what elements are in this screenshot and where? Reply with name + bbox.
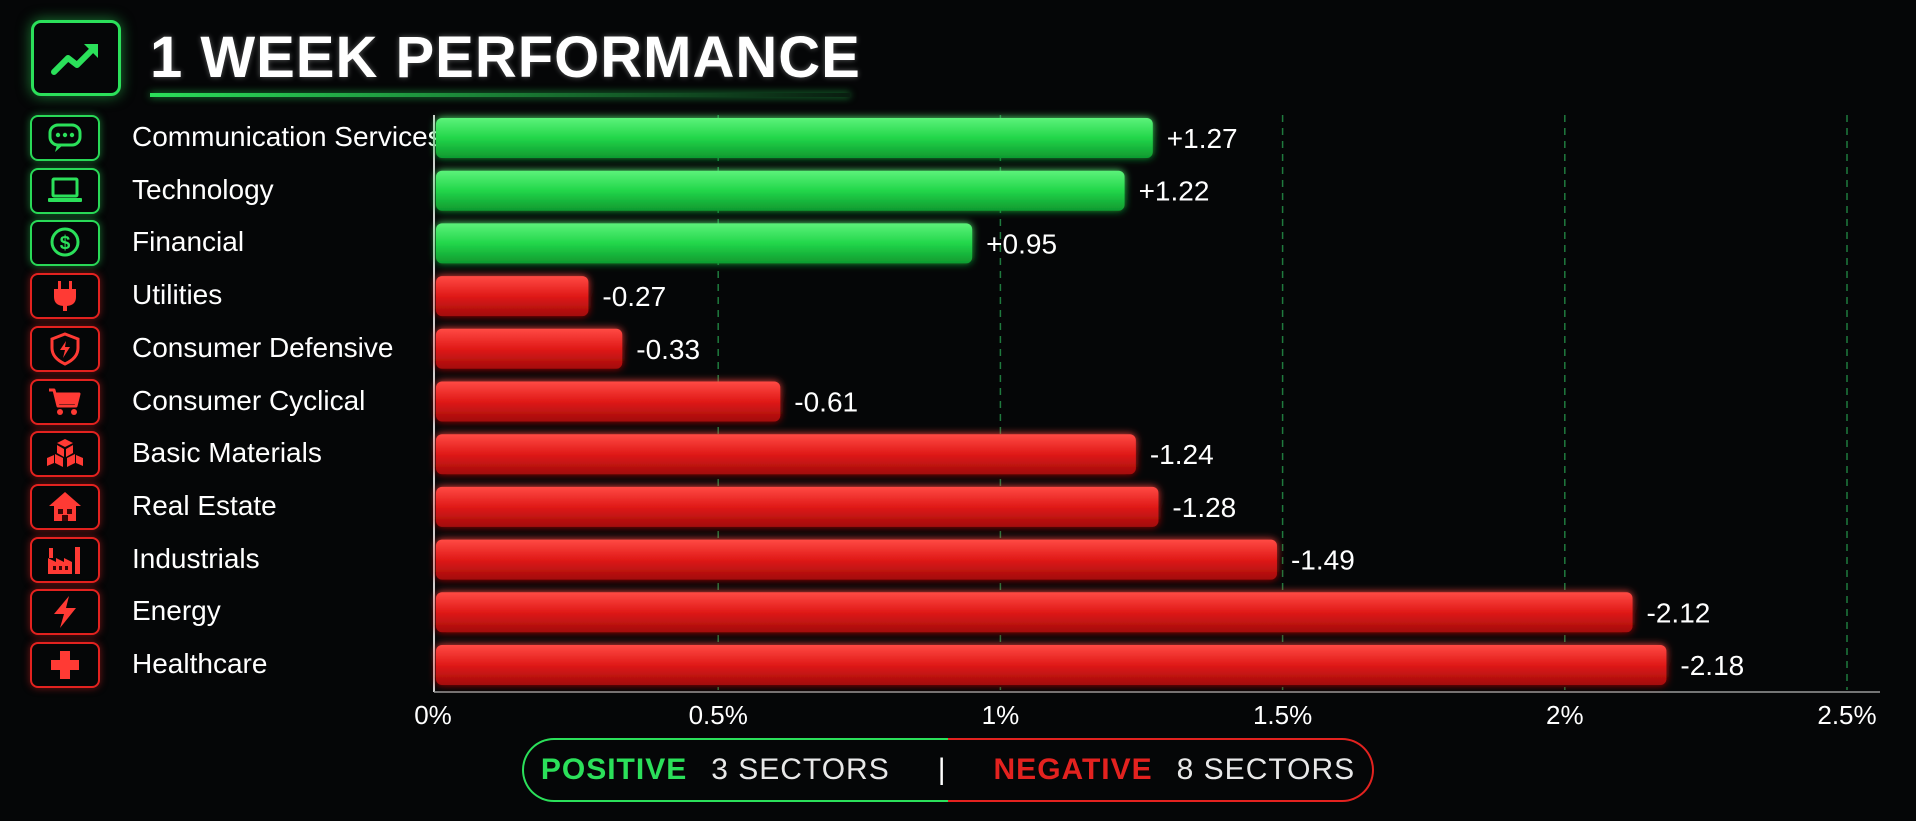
x-tick-label: 2% bbox=[1546, 700, 1584, 730]
lightning-icon bbox=[54, 596, 76, 629]
legend-positive-count: 3 SECTORS bbox=[711, 753, 890, 786]
shield-icon-box bbox=[30, 325, 100, 372]
bar bbox=[436, 592, 1633, 633]
bar bbox=[436, 276, 589, 317]
shopping-cart-icon bbox=[49, 388, 81, 415]
data-label: -0.27 bbox=[602, 281, 666, 312]
chat-bubble-icon bbox=[48, 123, 82, 152]
title-underline bbox=[150, 93, 850, 97]
bar bbox=[436, 118, 1153, 158]
category-label: Industrials bbox=[132, 542, 260, 574]
boxes-icon-box bbox=[30, 431, 100, 478]
legend-positive-label: POSITIVE bbox=[540, 753, 688, 786]
category-label: Energy bbox=[132, 595, 221, 627]
bar bbox=[436, 170, 1125, 211]
power-plug-icon bbox=[54, 281, 76, 312]
bar bbox=[436, 645, 1667, 685]
data-label: -1.24 bbox=[1150, 439, 1214, 470]
shield-icon bbox=[50, 332, 80, 366]
house-icon-box bbox=[30, 483, 100, 530]
factory-icon bbox=[48, 546, 80, 574]
medical-cross-icon bbox=[51, 651, 79, 679]
house-icon bbox=[49, 491, 81, 521]
bar-chart: 0% 0.5% 1% 1.5% 2% 2.5% +1.27 +1.22 +0.95 -0.27 -0… bbox=[414, 115, 1880, 730]
category-label: Consumer Cyclical bbox=[132, 384, 366, 416]
dollar-coin-icon-box: $ bbox=[30, 220, 100, 267]
bar bbox=[436, 381, 781, 422]
legend: POSITIVE 3 SECTORS | NEGATIVE 8 SECTORS bbox=[522, 738, 1374, 802]
category-label: Technology bbox=[132, 173, 274, 205]
legend-separator: | bbox=[937, 753, 946, 786]
power-plug-icon-box bbox=[30, 273, 100, 320]
trending-up-icon bbox=[51, 44, 98, 75]
x-tick-label: 1.5% bbox=[1253, 700, 1312, 730]
boxes-icon bbox=[47, 439, 83, 468]
factory-icon-box bbox=[30, 536, 100, 583]
chat-bubble-icon-box bbox=[30, 115, 100, 161]
medical-cross-icon-box bbox=[30, 642, 100, 688]
bar bbox=[436, 223, 973, 264]
legend-negative-count: 8 SECTORS bbox=[1176, 753, 1356, 786]
data-label: -2.18 bbox=[1680, 650, 1744, 681]
x-tick-label: 2.5% bbox=[1817, 700, 1876, 730]
data-label: +0.95 bbox=[986, 228, 1057, 259]
page-title: 1 WEEK PERFORMANCE bbox=[150, 25, 861, 90]
shopping-cart-icon-box bbox=[30, 378, 100, 425]
category-label: Communication Services bbox=[132, 121, 442, 152]
data-label: -0.33 bbox=[636, 334, 700, 365]
category-label: Utilities bbox=[132, 279, 223, 311]
category-label: Consumer Defensive bbox=[132, 331, 394, 363]
x-tick-label: 0% bbox=[414, 700, 452, 730]
bar bbox=[436, 328, 623, 369]
data-label: -1.28 bbox=[1172, 492, 1236, 523]
lightning-icon-box bbox=[30, 589, 100, 636]
category-label: Real Estate bbox=[132, 489, 277, 521]
data-label: +1.22 bbox=[1139, 176, 1210, 207]
category-label: Financial bbox=[132, 226, 245, 258]
bar bbox=[436, 434, 1136, 475]
trending-up-icon-box bbox=[31, 20, 121, 96]
data-label: -1.49 bbox=[1291, 545, 1355, 576]
category-label: Basic Materials bbox=[132, 437, 322, 469]
bar bbox=[436, 486, 1159, 527]
data-label: +1.27 bbox=[1167, 123, 1238, 154]
category-label: Healthcare bbox=[132, 648, 268, 679]
laptop-icon-box bbox=[30, 167, 100, 214]
bar bbox=[436, 539, 1277, 580]
legend-negative-label: NEGATIVE bbox=[993, 753, 1153, 786]
data-label: -0.61 bbox=[794, 387, 858, 418]
laptop-icon bbox=[48, 177, 82, 202]
dollar-coin-icon: $ bbox=[50, 227, 80, 257]
x-tick-label: 1% bbox=[982, 700, 1020, 730]
x-tick-label: 0.5% bbox=[689, 700, 748, 730]
data-label: -2.12 bbox=[1647, 597, 1711, 628]
svg-text:$: $ bbox=[60, 233, 71, 254]
